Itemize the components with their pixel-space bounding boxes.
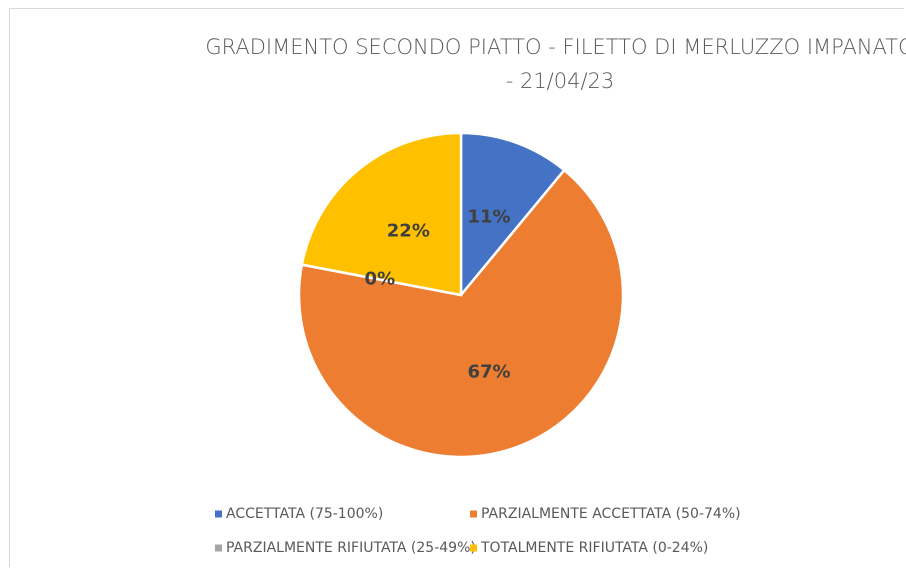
legend-label: PARZIALMENTE RIFIUTATA (25-49%) <box>226 540 476 556</box>
legend-swatch <box>215 510 222 518</box>
chart-frame <box>9 8 904 567</box>
legend-label: ACCETTATA (75-100%) <box>226 506 383 522</box>
legend-label: TOTALMENTE RIFIUTATA (0-24%) <box>480 540 708 556</box>
data-label: 0% <box>365 269 396 290</box>
legend-swatch <box>215 544 222 552</box>
legend-swatch <box>470 510 477 518</box>
pie-slice <box>459 131 567 299</box>
legend-swatch <box>470 544 477 552</box>
data-label: 22% <box>387 220 430 241</box>
data-label: 11% <box>467 206 510 227</box>
pie-slice <box>300 131 463 297</box>
legend-label: PARZIALMENTE ACCETTATA (50-74%) <box>481 506 741 522</box>
data-label: 67% <box>467 362 510 383</box>
pie-slice <box>297 168 625 459</box>
chart-title: GRADIMENTO SECONDO PIATTO - FILETTO DI M… <box>205 35 906 93</box>
